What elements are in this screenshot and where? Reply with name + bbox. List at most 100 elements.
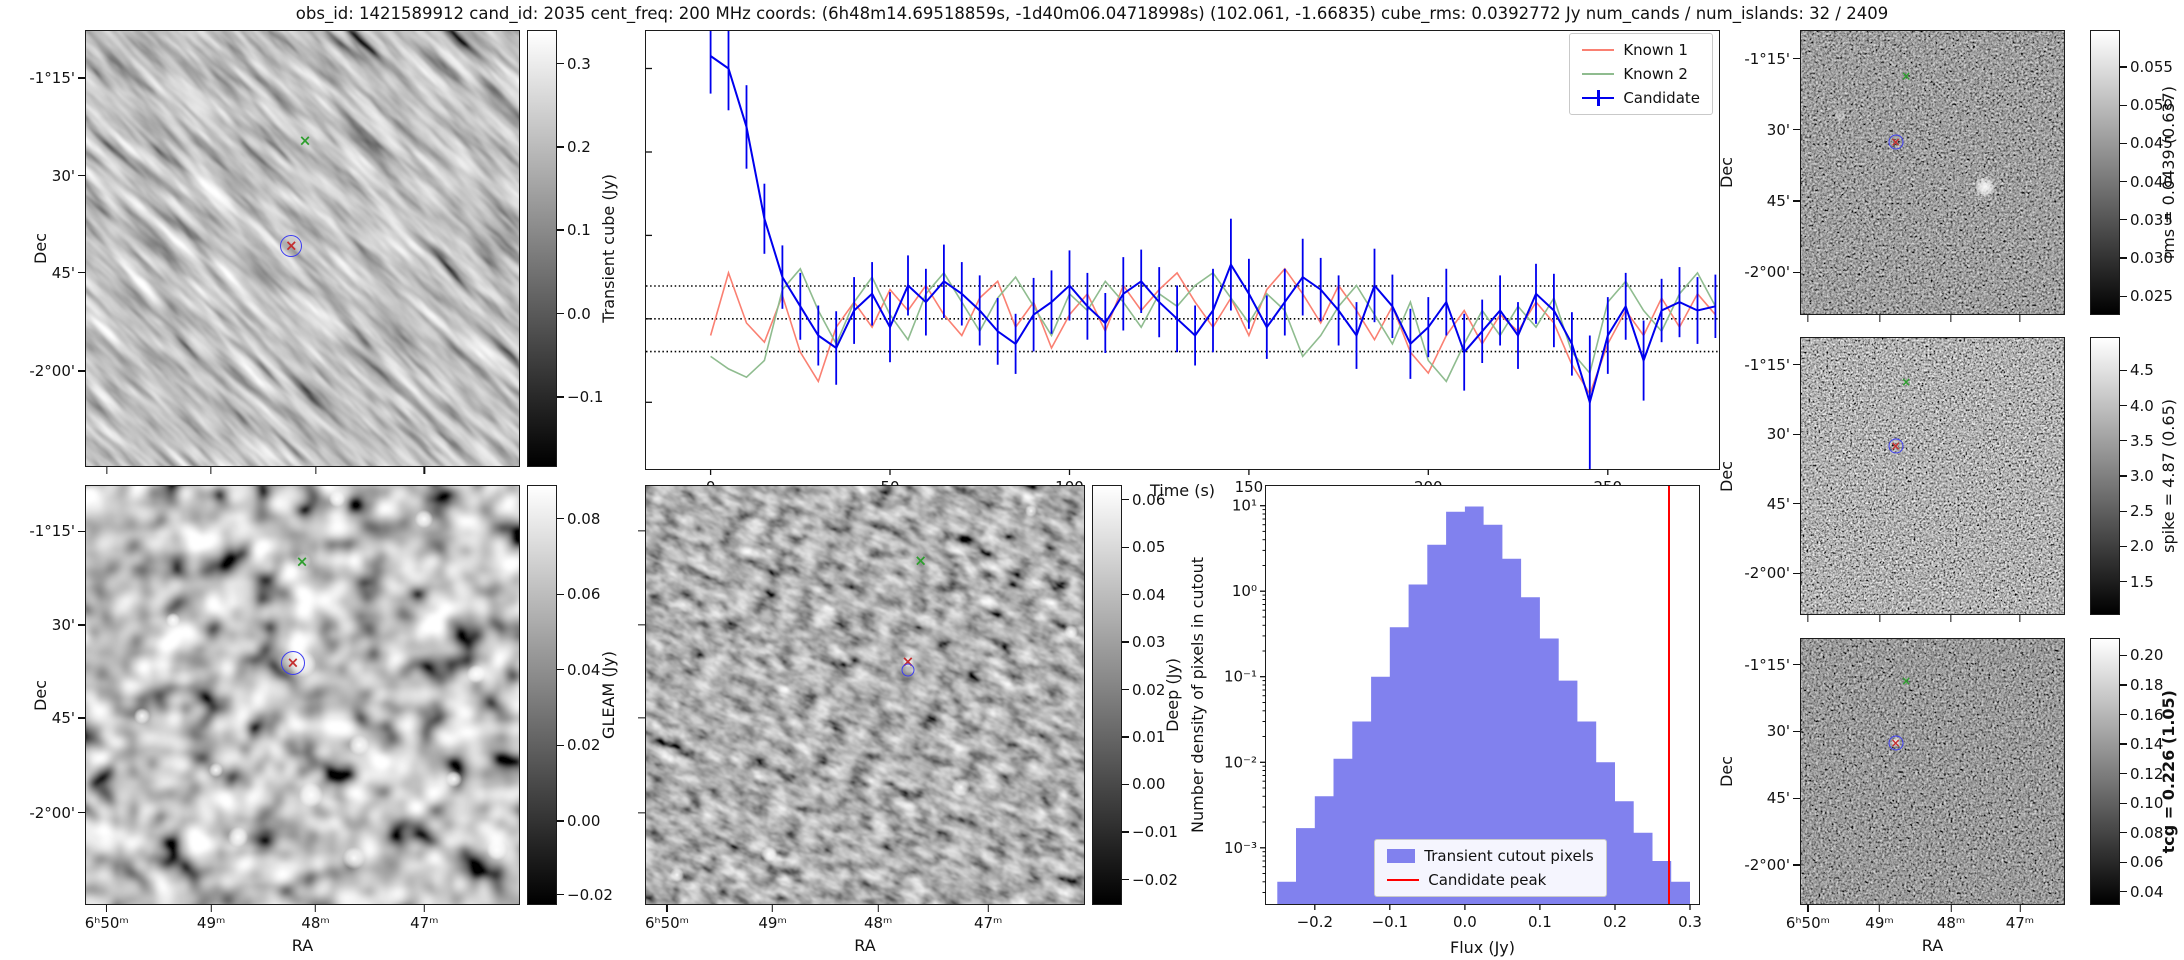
gleam-image: × ×: [85, 485, 520, 905]
colorbar-tick: 0.05: [1122, 538, 1165, 556]
tick-mark: [557, 229, 564, 231]
gleam-colorbar: 0.08 0.06 0.04 0.02 0.00 −0.02: [527, 485, 613, 905]
dec-tick-label: 30': [51, 166, 75, 185]
colorbar-tick: 0.12: [2120, 765, 2163, 783]
tick-mark: [557, 312, 564, 315]
colorbar-tick: 0.04: [2120, 883, 2163, 901]
tick-mark: [557, 62, 564, 65]
ra-tick: [1807, 315, 1809, 324]
ra-tick: 47ᵐ: [410, 905, 439, 932]
gleam-noise: [86, 486, 519, 904]
rms-noise: [1801, 31, 2064, 314]
colorbar-tick: −0.1: [557, 388, 603, 406]
lightcurve-xlabel: Time (s): [1149, 481, 1216, 500]
source-blob: [1974, 175, 1997, 198]
dec-tick: 30': [1767, 722, 1800, 740]
dec-tick: -2°00': [29, 362, 85, 380]
dec-tick: [635, 624, 645, 626]
tcg-dec-ticks: -1°15' 30' 45' -2°00': [1736, 638, 1800, 905]
ra-tick-label: 6ʰ50ᵐ: [1785, 914, 1830, 932]
lightcurve-svg: 050100150200250: [646, 31, 1719, 496]
svg-text:10¹: 10¹: [1232, 497, 1257, 515]
dec-tick: -1°15': [29, 69, 85, 87]
svg-text:150: 150: [1235, 478, 1264, 496]
colorbar-tick: −0.02: [1122, 871, 1178, 889]
source-blob: [466, 665, 485, 684]
colorbar-tick: 0.02: [557, 736, 600, 754]
source-blob: [348, 735, 369, 756]
tick-mark: [78, 77, 85, 79]
ra-tick-label: 48ᵐ: [863, 914, 893, 932]
dec-tick: 30': [1767, 425, 1800, 443]
ra-tick: [1878, 315, 1881, 324]
ra-tick: [423, 467, 425, 476]
ra-tick-label: 49ᵐ: [196, 914, 226, 932]
ra-tick-label: 49ᵐ: [1865, 914, 1894, 932]
colorbar-tick: 0.025: [2120, 287, 2173, 305]
deep-colorbar: 0.06 0.05 0.04 0.03 0.02 0.01 0.00 −0.01 −0.02: [1092, 485, 1178, 905]
gleam-colorbar-label: GLEAM (Jy): [598, 651, 618, 739]
source-blob: [343, 847, 366, 870]
dec-tick: -1°15': [1744, 656, 1800, 674]
ra-tick-label: 47ᵐ: [973, 914, 1003, 932]
spike-ra-marks: [1800, 615, 2065, 623]
legend-label: Transient cutout pixels: [1424, 847, 1594, 865]
legend-item-cutout-pixels: Transient cutout pixels: [1387, 847, 1594, 865]
colorbar-tick: −0.02: [557, 886, 613, 904]
deep-ra-ticks: 6ʰ50ᵐ 49ᵐ 48ᵐ 47ᵐ: [644, 905, 1085, 932]
colorbar-tick: 2.5: [2120, 502, 2154, 520]
tcg-noise: [1801, 639, 2064, 904]
tick-mark: [106, 467, 108, 474]
transient-cube-dec-ticks: -1°15' 30' 45' -2°00': [14, 30, 85, 467]
colorbar-tick: 0.040: [2120, 173, 2173, 191]
ra-tick-label: 6ʰ50ᵐ: [644, 914, 690, 932]
dec-tick: -1°15': [1744, 356, 1800, 374]
legend-label: Known 1: [1623, 41, 1688, 59]
dec-tick-label: -2°00': [29, 361, 75, 380]
colorbar-tick: 4.5: [2120, 361, 2154, 379]
colorbar-tick: 4.0: [2120, 397, 2154, 415]
ra-tick-label: 6ʰ50ᵐ: [84, 914, 129, 932]
rms-dec-ticks: -1°15' 30' 45' -2°00': [1736, 30, 1800, 315]
dec-tick: 30': [52, 616, 85, 634]
transient-cube-ra-marks: [85, 467, 520, 477]
rms-image: × ×: [1800, 30, 2065, 315]
source-blob: [1063, 625, 1078, 640]
spike-colorbar: 4.5 4.0 3.5 3.0 2.5 2.0 1.5: [2090, 337, 2154, 615]
tcg-ra-axis-label: RA: [1921, 936, 1944, 955]
colorbar-tick: 0.16: [2120, 706, 2163, 724]
colorbar-tick: 0.20: [2120, 646, 2163, 664]
candidate-circle-icon: [1888, 134, 1904, 150]
legend-label: Candidate: [1623, 89, 1700, 107]
ra-tick: 49ᵐ: [197, 905, 225, 932]
source-blob: [329, 490, 346, 507]
transient-cube-noise: [86, 31, 519, 466]
tcg-image: × ×: [1800, 638, 2065, 905]
ra-tick: [314, 467, 317, 476]
dec-tick: 30': [52, 167, 85, 185]
source-blob: [760, 845, 777, 862]
svg-text:0.1: 0.1: [1528, 913, 1552, 931]
ra-tick: [1950, 315, 1952, 324]
histogram-panel: −0.2 −0.1 0.0 0.1 0.2 0.3 10¹ 10⁰ 10⁻¹ 10⁻² 10⁻³ T…: [1224, 485, 1702, 931]
candidate-circle-icon: [280, 651, 305, 676]
histogram-ylabel: Number density of pixels in cutout: [1187, 557, 1207, 833]
ra-tick: 47ᵐ: [974, 905, 1002, 932]
tick-mark: [423, 467, 425, 474]
tcg-dec-axis-label: Dec: [1716, 756, 1736, 787]
colorbar-tick: 0.03: [1122, 633, 1165, 651]
known1-line-swatch-icon: [1582, 49, 1615, 51]
transient-cube-colorbar-label: Transient cube (Jy): [598, 174, 618, 323]
dec-tick: -2°00': [29, 804, 85, 822]
source-blob: [165, 612, 180, 627]
ra-tick: 47ᵐ: [2006, 905, 2034, 932]
figure-title: obs_id: 1421589912 cand_id: 2035 cent_fr…: [295, 4, 1889, 23]
ra-tick: [1950, 615, 1952, 624]
ra-tick: [1878, 615, 1881, 624]
colorbar-tick: 0.14: [2120, 735, 2163, 753]
ra-tick-label: 47ᵐ: [410, 914, 439, 932]
spike-dec-ticks: -1°15' 30' 45' -2°00': [1736, 337, 1800, 615]
histogram-xlabel: Flux (Jy): [1449, 938, 1515, 957]
tcg-ra-ticks: 6ʰ50ᵐ 49ᵐ 48ᵐ 47ᵐ: [1786, 905, 2065, 932]
ra-tick: [1807, 615, 1809, 624]
